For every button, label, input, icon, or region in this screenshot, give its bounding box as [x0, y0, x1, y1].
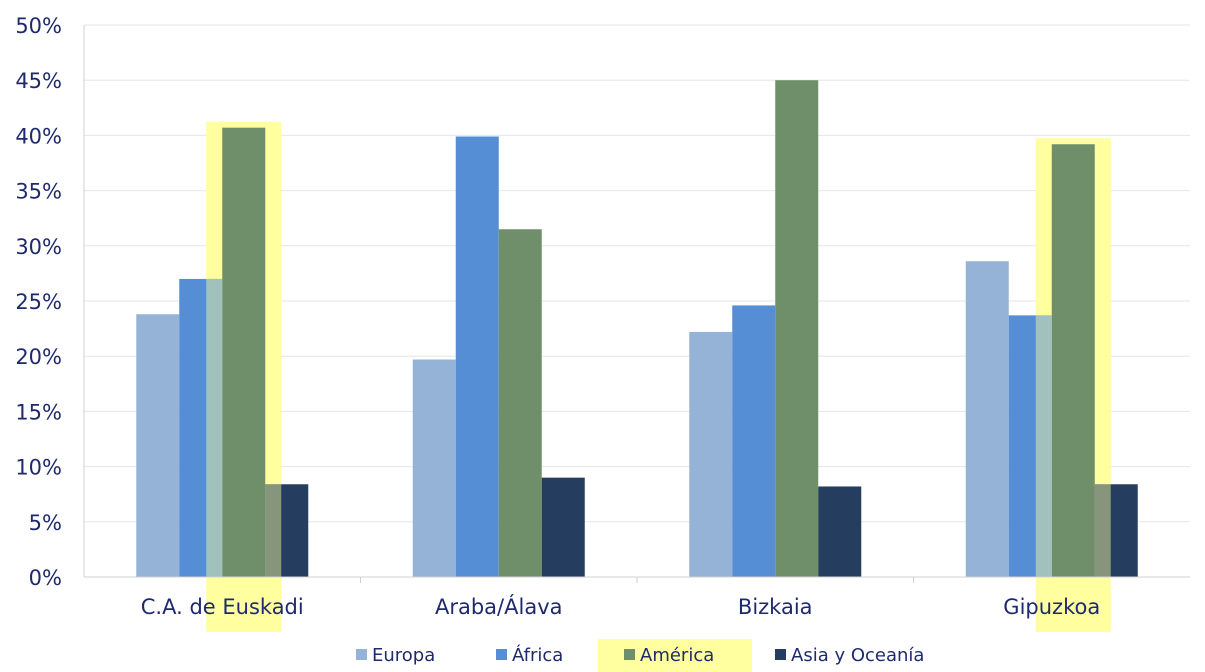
highlight-overlay: [265, 484, 282, 577]
bar: [732, 305, 776, 577]
legend-highlight: [598, 639, 752, 672]
bar: [541, 477, 585, 577]
bar: [455, 136, 499, 577]
x-category-label: Bizkaia: [738, 595, 813, 619]
bar: [412, 359, 456, 577]
bar: [775, 80, 819, 577]
bar: [965, 261, 1009, 577]
y-tick-label: 35%: [15, 180, 62, 204]
highlight-overlay: [206, 278, 223, 577]
y-tick-label: 20%: [15, 345, 62, 369]
bar: [1094, 484, 1138, 577]
legend-swatch: [496, 649, 507, 660]
x-category-label: Araba/Álava: [435, 594, 563, 619]
bar: [222, 127, 266, 577]
bar: [265, 484, 309, 577]
y-tick-label: 5%: [29, 511, 62, 535]
x-category-label: C.A. de Euskadi: [141, 595, 304, 619]
y-tick-label: 10%: [15, 456, 62, 480]
legend: Europa África América Asia y Oceanía: [356, 639, 924, 672]
bar: [179, 278, 223, 577]
y-tick-label: 45%: [15, 69, 62, 93]
bar: [689, 331, 733, 577]
bar: [136, 314, 180, 577]
legend-swatch: [356, 649, 367, 660]
legend-label: Europa: [372, 645, 435, 666]
legend-label: América: [640, 645, 714, 666]
axes: 0% 5% 10% 15% 20% 25% 30% 35% 40% 45% 50% C.A. de E…: [15, 14, 1190, 619]
legend-label: Asia y Oceanía: [791, 645, 924, 666]
y-tick-label: 30%: [15, 235, 62, 259]
highlight-overlays: [206, 278, 1111, 577]
y-tick-label: 25%: [15, 290, 62, 314]
y-tick-label: 50%: [15, 14, 62, 38]
legend-swatch: [775, 649, 786, 660]
bar: [818, 486, 862, 577]
highlight-overlay: [1094, 484, 1111, 577]
legend-swatch: [624, 649, 635, 660]
bar: [1051, 144, 1095, 577]
bar: [1008, 315, 1052, 577]
legend-label: África: [512, 644, 563, 666]
y-tick-label: 15%: [15, 400, 62, 424]
bars: [136, 80, 1138, 578]
y-tick-label: 0%: [29, 566, 62, 590]
y-tick-label: 40%: [15, 124, 62, 148]
x-category-label: Gipuzkoa: [1003, 595, 1100, 619]
bar: [498, 229, 542, 578]
highlight-overlay: [1035, 315, 1052, 577]
